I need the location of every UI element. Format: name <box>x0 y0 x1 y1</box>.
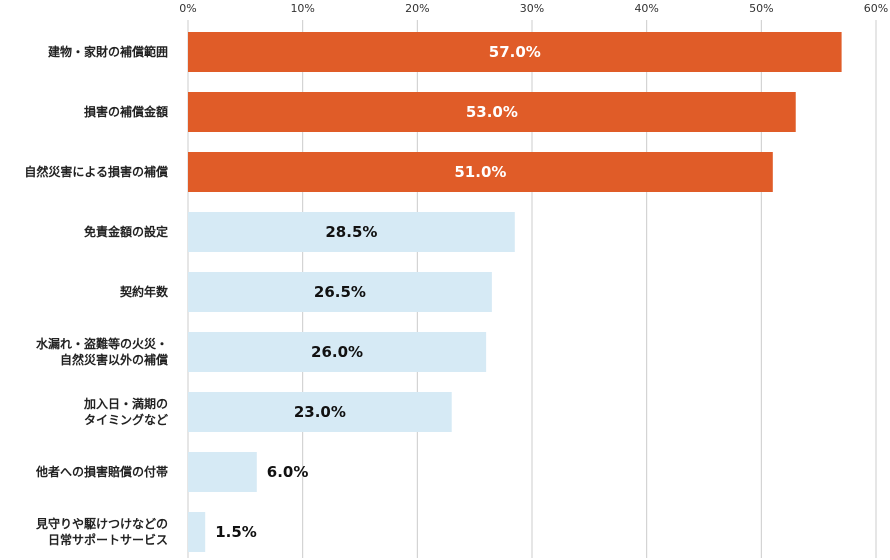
category-label: 建物・家財の補償範囲 <box>47 44 168 59</box>
bar-value-label: 23.0% <box>294 403 346 421</box>
x-tick-label: 40% <box>634 2 658 15</box>
bar-value-label: 1.5% <box>215 523 257 541</box>
bar <box>188 332 487 372</box>
category-label: 見守りや駆けつけなどの日常サポートサービス <box>35 516 168 547</box>
x-tick-label: 60% <box>864 2 888 15</box>
bar <box>188 272 492 312</box>
x-axis-ticks: 0% 10% 20% 30% 40% 50% 60% <box>179 2 888 15</box>
category-label: 水漏れ・盗難等の火災・自然災害以外の補償 <box>36 336 169 367</box>
category-label: 契約年数 <box>119 284 169 299</box>
x-tick-label: 20% <box>405 2 429 15</box>
category-label: 自然災害による損害の補償 <box>24 164 169 179</box>
bars: 57.0% 53.0% 51.0% 28.5% 26.5% 26.0% 23.0% 6.0% 1… <box>188 32 842 552</box>
bar-value-label: 51.0% <box>454 163 506 181</box>
x-tick-label: 0% <box>179 2 196 15</box>
bar <box>188 32 842 72</box>
bar <box>188 452 257 492</box>
bar-value-label: 26.5% <box>314 283 366 301</box>
category-label: 他者への損害賠償の付帯 <box>35 464 168 479</box>
bar-value-label: 28.5% <box>325 223 377 241</box>
category-label: 免責金額の設定 <box>84 224 168 239</box>
bar-value-label: 26.0% <box>311 343 363 361</box>
bar-value-label: 53.0% <box>466 103 518 121</box>
bar <box>188 92 796 132</box>
x-tick-label: 50% <box>749 2 773 15</box>
bar <box>188 512 206 552</box>
bar-value-label: 6.0% <box>267 463 309 481</box>
bar <box>188 212 515 252</box>
x-tick-label: 10% <box>290 2 314 15</box>
category-labels: 建物・家財の補償範囲損害の補償金額自然災害による損害の補償免責金額の設定契約年数… <box>24 44 169 547</box>
bar <box>188 392 452 432</box>
category-label: 損害の補償金額 <box>84 104 168 119</box>
x-tick-label: 30% <box>520 2 544 15</box>
bar <box>188 152 773 192</box>
category-label: 加入日・満期のタイミングなど <box>83 396 168 427</box>
bar-value-label: 57.0% <box>489 43 541 61</box>
